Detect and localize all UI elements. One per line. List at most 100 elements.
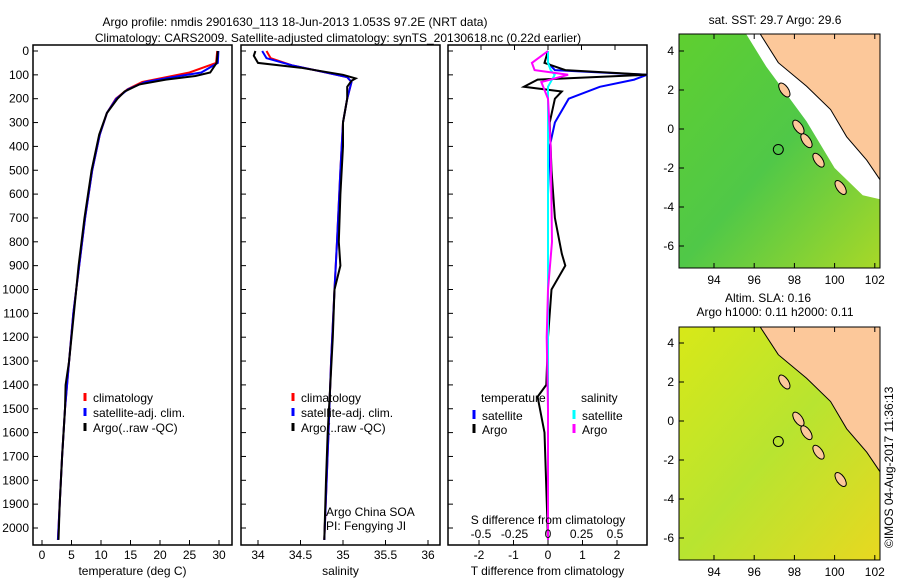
title-line-1: Argo profile: nmdis 2901630_113 18-Jun-2… xyxy=(103,15,488,29)
y-tick-label: 1500 xyxy=(2,402,29,416)
island xyxy=(778,374,791,390)
plot-frame-temperature xyxy=(32,44,233,546)
map-y-tick-label: -6 xyxy=(663,531,674,545)
legend-label: climatology xyxy=(93,391,153,405)
argo-location-marker xyxy=(772,435,784,447)
series-line-argo-raw-qc- xyxy=(252,50,359,540)
y-tick-label: 700 xyxy=(9,211,29,225)
y-tick-label: 100 xyxy=(9,68,29,82)
series-line-salinity-satellite xyxy=(547,51,556,540)
x2-axis-label: S difference from climatology xyxy=(471,513,626,527)
series-line-salinity-argo xyxy=(530,50,569,540)
annotation-text: PI: Fengying JI xyxy=(326,519,406,533)
sst-map-title: sat. SST: 29.7 Argo: 29.6 xyxy=(709,13,842,27)
island xyxy=(834,472,847,487)
series-line-climatology xyxy=(265,50,353,540)
y-tick-label: 1300 xyxy=(2,354,29,368)
legend-label: satellite-adj. clim. xyxy=(301,406,393,420)
x-tick-label: 1 xyxy=(579,548,586,562)
map-y-tick-label: -4 xyxy=(663,492,674,506)
x-tick-label: 5 xyxy=(68,548,75,562)
x2-tick-label: 0 xyxy=(545,527,552,541)
y-tick-label: 300 xyxy=(9,116,29,130)
y-tick-label: 600 xyxy=(9,187,29,201)
map-x-tick-label: 94 xyxy=(707,565,721,579)
x-axis-label: T difference from climatology xyxy=(471,564,625,578)
map-x-tick-label: 96 xyxy=(748,273,762,287)
x-axis-label: salinity xyxy=(322,564,359,578)
x-tick-label: 34 xyxy=(251,548,265,562)
series-line-argo-raw-qc- xyxy=(57,50,219,540)
y-tick-label: 2000 xyxy=(2,521,29,535)
legend-label: Argo(..raw -QC) xyxy=(301,421,386,435)
map-frame xyxy=(678,33,881,269)
series-line-temperature-argo xyxy=(520,50,648,540)
y-tick-label: 400 xyxy=(9,139,29,153)
x-tick-label: 0 xyxy=(39,548,46,562)
y-tick-label: 0 xyxy=(22,44,29,58)
x-tick-label: 35.5 xyxy=(374,548,398,562)
x-tick-label: 20 xyxy=(153,548,167,562)
x-tick-label: 2 xyxy=(614,548,621,562)
island xyxy=(812,444,825,460)
map-x-tick-label: 100 xyxy=(825,565,845,579)
map-x-tick-label: 94 xyxy=(707,273,721,287)
x-tick-label: 30 xyxy=(212,548,226,562)
map-y-tick-label: 0 xyxy=(667,122,674,136)
x-tick-label: -1 xyxy=(508,548,519,562)
series-line-climatology xyxy=(56,50,219,540)
y-tick-label: 1100 xyxy=(3,306,29,320)
y-tick-label: 800 xyxy=(9,235,29,249)
legend-label: satellite-adj. clim. xyxy=(93,406,185,420)
map-y-tick-label: -2 xyxy=(663,453,674,467)
x2-tick-label: -0.5 xyxy=(471,527,492,541)
x-tick-label: 35 xyxy=(336,548,350,562)
x-tick-label: 10 xyxy=(94,548,108,562)
map-y-tick-label: -2 xyxy=(663,161,674,175)
x-tick-label: 0 xyxy=(545,548,552,562)
map-x-tick-label: 102 xyxy=(865,565,885,579)
map-y-tick-label: -4 xyxy=(663,200,674,214)
x-axis-label: temperature (deg C) xyxy=(78,564,186,578)
map-y-tick-label: 0 xyxy=(667,414,674,428)
map-y-tick-label: 2 xyxy=(667,83,674,97)
island xyxy=(812,152,825,168)
island xyxy=(800,133,813,149)
x-tick-label: -2 xyxy=(474,548,485,562)
y-tick-label: 1800 xyxy=(2,473,29,487)
y-tick-label: 1600 xyxy=(2,426,29,440)
map-y-tick-label: 4 xyxy=(667,44,674,58)
x-tick-label: 25 xyxy=(183,548,197,562)
map-x-tick-label: 102 xyxy=(865,273,885,287)
x2-tick-label: 0.5 xyxy=(607,527,624,541)
map-x-tick-label: 98 xyxy=(788,565,802,579)
sla-map-subtitle: Argo h1000: 0.11 h2000: 0.11 xyxy=(696,305,853,319)
series-line-temperature-satellite xyxy=(547,51,648,540)
credit-text: ©IMOS 04-Aug-2017 11:36:13 xyxy=(882,386,896,548)
x-tick-label: 34.5 xyxy=(289,548,313,562)
series-line-satellite-adj-clim- xyxy=(56,50,220,540)
map-x-tick-label: 96 xyxy=(748,565,762,579)
legend-label: satellite xyxy=(582,409,623,423)
island xyxy=(834,180,847,195)
legend-label: climatology xyxy=(301,391,361,405)
y-tick-label: 1400 xyxy=(2,378,29,392)
title-line-2: Climatology: CARS2009. Satellite-adjuste… xyxy=(95,31,581,45)
x2-tick-label: -0.25 xyxy=(501,527,529,541)
map-x-tick-label: 100 xyxy=(825,273,845,287)
legend-header-salinity: salinity xyxy=(581,391,618,405)
y-tick-label: 1700 xyxy=(2,449,29,463)
y-tick-label: 200 xyxy=(9,92,29,106)
y-tick-label: 900 xyxy=(9,259,29,273)
legend-label: Argo(..raw -QC) xyxy=(93,421,178,435)
y-tick-label: 1200 xyxy=(2,330,29,344)
map-y-tick-label: -6 xyxy=(663,239,674,253)
y-tick-label: 1000 xyxy=(2,283,29,297)
legend-label: satellite xyxy=(482,409,523,423)
map-y-tick-label: 2 xyxy=(667,375,674,389)
legend-label: Argo xyxy=(482,423,508,437)
argo-location-marker xyxy=(772,143,784,155)
legend-label: Argo xyxy=(582,423,608,437)
plot-frame-salinity xyxy=(240,44,441,546)
